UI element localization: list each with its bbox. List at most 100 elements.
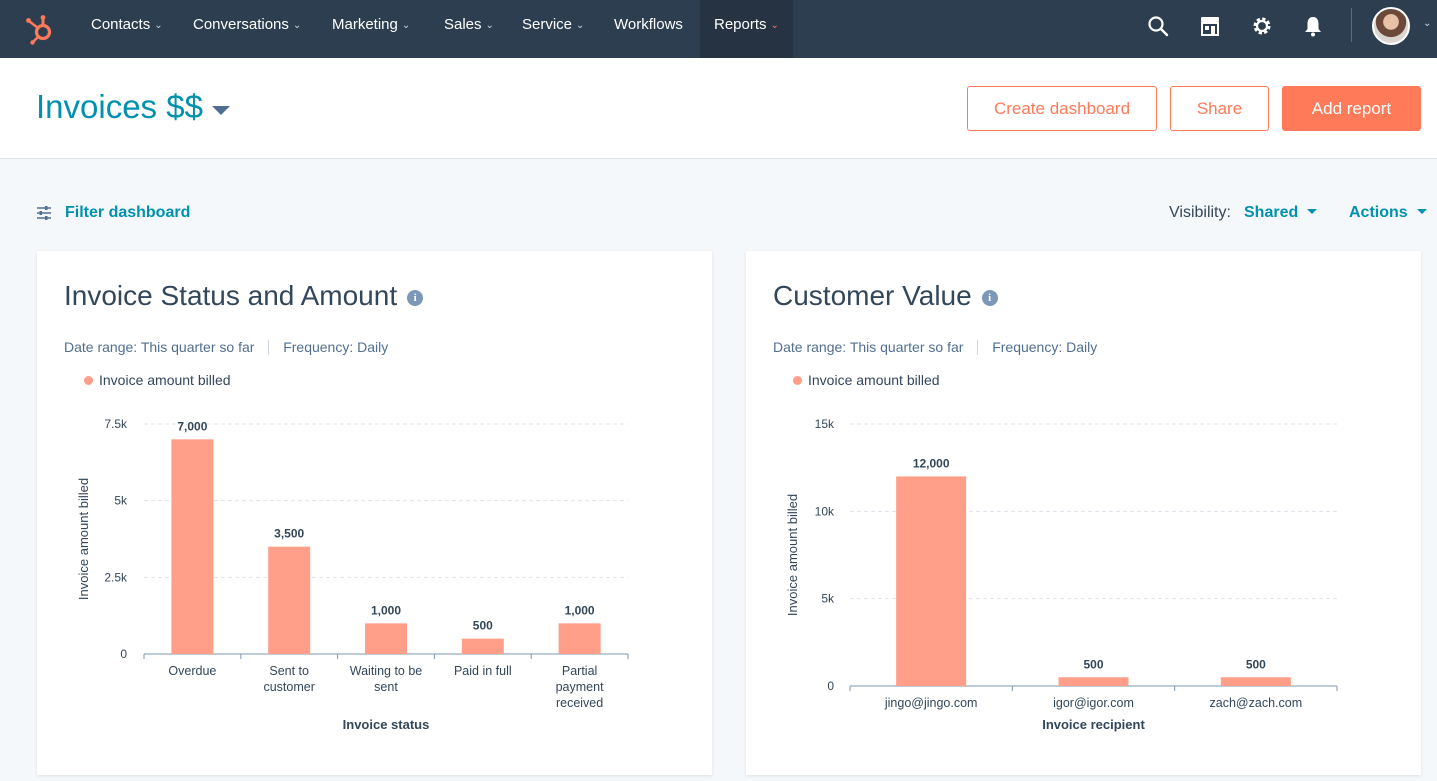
x-tick-label: zach@zach.com [1210,696,1303,710]
data-label: 500 [1246,657,1266,671]
hubspot-logo-icon[interactable] [24,12,58,46]
x-tick-label: sent [374,680,398,694]
nav-item-label: Reports [714,16,767,33]
date-range-value: This quarter so far [849,339,964,355]
date-range-value: This quarter so far [140,339,255,355]
data-label: 500 [473,619,493,633]
nav-item-reports[interactable]: Reports ⌄ [700,0,793,58]
create-dashboard-button[interactable]: Create dashboard [967,86,1157,131]
y-tick-label: 5k [821,592,835,606]
nav-item-workflows[interactable]: Workflows [614,0,683,58]
x-tick-label: Paid in full [454,664,512,678]
nav-item-contacts[interactable]: Contacts ⌄ [91,0,163,58]
caret-down-icon [1307,209,1318,214]
nav-item-conversations[interactable]: Conversations ⌄ [193,0,301,58]
chevron-down-icon: ⌄ [770,20,779,31]
report-card-customer-value[interactable]: Customer Value i Date range: This quarter… [746,251,1421,775]
bar [171,439,214,654]
chart-legend[interactable]: Invoice amount billed [793,372,940,388]
data-label: 12,000 [913,456,950,470]
actions-label: Actions [1349,204,1408,221]
caret-down-icon[interactable] [212,106,230,115]
frequency-label: Frequency: [283,339,354,355]
frequency-value: Daily [357,339,389,355]
data-label: 500 [1083,657,1103,671]
customer-value-chart: 0 5k 10k 15k 12,000 jingo@jingo.com 500 igor@ig… [785,417,1338,732]
nav-item-label: Conversations [193,16,289,33]
chevron-down-icon[interactable]: ⌄ [1423,18,1432,29]
info-icon[interactable]: i [981,290,998,306]
nav-item-marketing[interactable]: Marketing ⌄ [332,0,410,58]
nav-item-label: Service [522,16,573,33]
bar [365,623,407,654]
x-tick-label: Waiting to be [350,664,423,678]
nav-item-sales[interactable]: Sales ⌄ [444,0,494,58]
settings-icon[interactable] [1250,14,1274,38]
x-tick-label: customer [263,680,314,694]
date-range-label: Date range: [64,339,138,355]
bar [1058,677,1129,686]
chevron-down-icon: ⌄ [485,20,494,31]
x-tick-label: payment [556,680,604,694]
report-meta: Date range: This quarter so far Frequenc… [64,339,388,355]
y-tick-label: 5k [114,494,128,508]
visibility-label: Visibility: [1169,204,1231,221]
y-axis-title: Invoice amount billed [76,478,91,600]
nav-item-label: Marketing [332,16,398,33]
add-report-button[interactable]: Add report [1282,86,1421,131]
data-label: 1,000 [371,603,401,617]
top-navigation: Contacts ⌄ Conversations ⌄ Marketing ⌄ Sale… [0,0,1437,58]
x-tick-label: Overdue [168,664,216,678]
bar [558,623,601,654]
x-axis-title: Invoice status [343,717,430,732]
search-icon[interactable] [1146,14,1170,38]
nav-item-service[interactable]: Service ⌄ [522,0,584,58]
meta-separator [268,340,270,355]
frequency-label: Frequency: [992,339,1063,355]
visibility-dropdown[interactable]: Shared [1244,204,1318,222]
nav-item-label: Workflows [614,16,683,33]
data-label: 7,000 [177,419,207,433]
data-label: 1,000 [565,603,595,617]
filter-icon[interactable] [36,206,52,220]
bar [896,476,967,686]
nav-item-label: Contacts [91,16,151,33]
nav-divider [1351,8,1352,42]
report-card-invoice-status[interactable]: Invoice Status and Amount i Date range: T… [37,251,712,775]
legend-label: Invoice amount billed [99,372,231,388]
notifications-icon[interactable] [1301,14,1325,38]
x-axis-title: Invoice recipient [1042,717,1145,732]
dashboard-title[interactable]: Invoices $$ [36,88,203,125]
user-avatar[interactable] [1372,7,1410,45]
share-button[interactable]: Share [1170,86,1269,131]
x-tick-label: Sent to [269,664,309,678]
y-tick-label: 0 [120,647,127,661]
data-label: 3,500 [274,527,304,541]
visibility-value: Shared [1244,204,1299,221]
filter-dashboard-link[interactable]: Filter dashboard [65,204,191,221]
chevron-down-icon: ⌄ [401,20,411,31]
report-title-text: Customer Value [773,280,972,311]
x-tick-label: Partial [562,664,597,678]
chevron-down-icon: ⌄ [292,20,302,31]
y-tick-label: 10k [815,504,835,518]
info-icon[interactable]: i [407,290,424,306]
bar [1220,677,1291,686]
nav-item-label: Sales [444,16,482,33]
invoice-status-chart: 0 2.5k 5k 7.5k 7,000 Overdue 3,500 Sent to custo… [76,417,629,732]
chevron-down-icon: ⌄ [154,20,163,31]
x-tick-label: received [556,696,603,710]
meta-separator [977,340,979,355]
y-tick-label: 15k [815,417,835,431]
y-tick-label: 7.5k [104,417,128,431]
date-range-label: Date range: [773,339,847,355]
marketplace-icon[interactable] [1198,14,1222,38]
legend-dot [793,376,802,385]
report-title-text: Invoice Status and Amount [64,280,398,311]
y-tick-label: 0 [827,679,834,693]
x-tick-label: jingo@jingo.com [884,696,978,710]
report-title[interactable]: Invoice Status and Amount i [64,280,424,312]
actions-dropdown[interactable]: Actions [1349,204,1427,222]
report-title[interactable]: Customer Value i [773,280,998,312]
chart-legend[interactable]: Invoice amount billed [84,372,231,388]
